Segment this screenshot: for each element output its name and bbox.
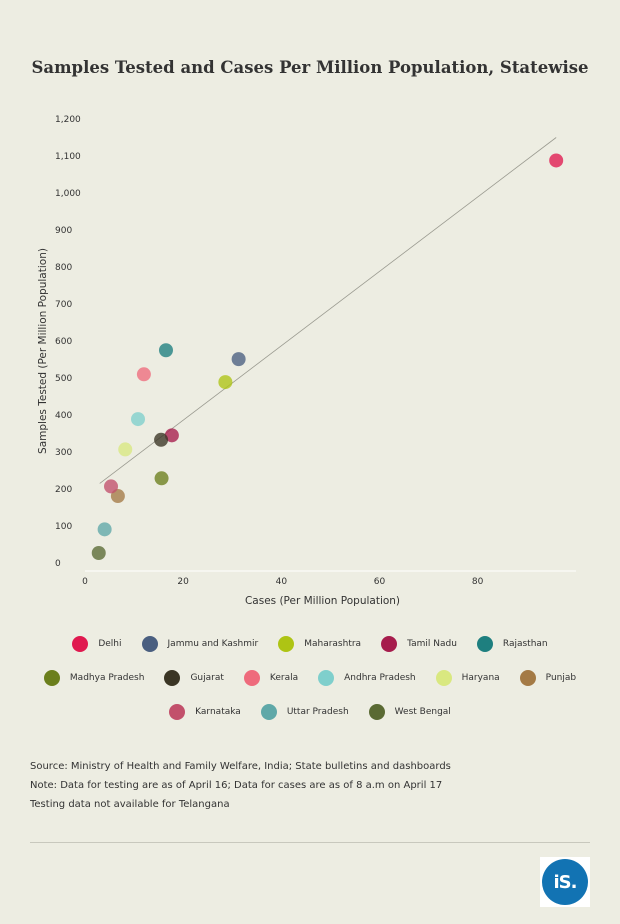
y-tick-label: 800 bbox=[55, 263, 72, 273]
data-point-madhya-pradesh[interactable] bbox=[154, 471, 169, 486]
data-point-jammu-and-kashmir[interactable] bbox=[231, 352, 246, 367]
legend-label: Kerala bbox=[269, 673, 299, 683]
legend-item-tamil-nadu[interactable]: Tamil Nadu bbox=[381, 634, 457, 654]
telangana-note: Testing data not available for Telangana bbox=[30, 799, 230, 810]
y-tick-label: 200 bbox=[55, 485, 72, 495]
logo-circle: iS. bbox=[542, 859, 588, 905]
legend-label: Madhya Pradesh bbox=[69, 673, 145, 683]
y-tick-label: 900 bbox=[55, 226, 72, 236]
x-tick-label: 20 bbox=[177, 577, 189, 587]
data-point-rajasthan[interactable] bbox=[158, 343, 173, 358]
y-tick-label: 100 bbox=[55, 522, 72, 532]
data-point-delhi[interactable] bbox=[549, 153, 564, 168]
legend-label: Haryana bbox=[461, 673, 500, 683]
legend-swatch bbox=[260, 704, 277, 720]
legend-label: Gujarat bbox=[190, 673, 224, 683]
legend-swatch bbox=[141, 636, 158, 652]
legend-item-maharashtra[interactable]: Maharashtra bbox=[278, 634, 361, 654]
legend-label: Uttar Pradesh bbox=[286, 707, 349, 717]
data-point-tamil-nadu[interactable] bbox=[164, 428, 179, 443]
legend-label: West Bengal bbox=[394, 707, 451, 717]
data-point-west-bengal[interactable] bbox=[91, 546, 106, 561]
source-note: Source: Ministry of Health and Family We… bbox=[30, 761, 451, 772]
legend-item-gujarat[interactable]: Gujarat bbox=[164, 668, 224, 688]
x-tick-label: 60 bbox=[374, 577, 386, 587]
legend-label: Karnataka bbox=[195, 707, 241, 717]
legend-swatch bbox=[318, 670, 335, 686]
legend-label: Rajasthan bbox=[502, 639, 548, 649]
scatter-chart: 01002003004005006007008009001,0001,1001,… bbox=[37, 115, 576, 607]
legend-swatch bbox=[243, 670, 260, 686]
legend-item-delhi[interactable]: Delhi bbox=[72, 634, 122, 654]
logo-text: iS. bbox=[553, 871, 578, 893]
data-point-andhra-pradesh[interactable] bbox=[131, 412, 146, 427]
divider bbox=[30, 842, 590, 843]
trendline bbox=[99, 137, 557, 484]
legend-item-punjab[interactable]: Punjab bbox=[519, 668, 577, 688]
data-point-haryana[interactable] bbox=[118, 442, 133, 457]
notes: Source: Ministry of Health and Family We… bbox=[30, 757, 451, 814]
y-tick-label: 1,200 bbox=[55, 115, 81, 125]
x-tick-label: 0 bbox=[82, 577, 88, 587]
legend-item-jammu-and-kashmir[interactable]: Jammu and Kashmir bbox=[141, 634, 259, 654]
x-tick-label: 80 bbox=[472, 577, 484, 587]
legend-swatch bbox=[278, 636, 295, 652]
y-tick-label: 0 bbox=[55, 559, 61, 569]
y-tick-label: 400 bbox=[55, 411, 72, 421]
legend-item-madhya-pradesh[interactable]: Madhya Pradesh bbox=[43, 668, 145, 688]
data-point-uttar-pradesh[interactable] bbox=[97, 522, 112, 537]
legend: Delhi Jammu and Kashmir Maharashtra Tamil N… bbox=[20, 634, 600, 722]
data-point-gujarat[interactable] bbox=[154, 432, 169, 447]
legend-item-andhra-pradesh[interactable]: Andhra Pradesh bbox=[318, 668, 416, 688]
legend-label: Jammu and Kashmir bbox=[167, 639, 259, 649]
x-tick-label: 40 bbox=[276, 577, 288, 587]
legend-swatch bbox=[164, 670, 181, 686]
legend-swatch bbox=[368, 704, 385, 720]
data-date-note: Note: Data for testing are as of April 1… bbox=[30, 780, 443, 791]
y-tick-label: 700 bbox=[55, 300, 72, 310]
y-tick-label: 300 bbox=[55, 448, 72, 458]
y-axis-label: Samples Tested (Per Million Population) bbox=[37, 248, 49, 454]
legend-item-karnataka[interactable]: Karnataka bbox=[169, 702, 241, 722]
legend-label: Delhi bbox=[98, 639, 122, 649]
legend-swatch bbox=[72, 636, 89, 652]
legend-item-haryana[interactable]: Haryana bbox=[435, 668, 500, 688]
y-tick-label: 1,100 bbox=[55, 152, 81, 162]
legend-label: Punjab bbox=[545, 673, 577, 683]
legend-label: Tamil Nadu bbox=[407, 639, 457, 649]
legend-item-uttar-pradesh[interactable]: Uttar Pradesh bbox=[260, 702, 349, 722]
legend-swatch bbox=[435, 670, 452, 686]
x-axis-label: Cases (Per Million Population) bbox=[245, 595, 400, 607]
legend-swatch bbox=[169, 704, 186, 720]
legend-item-kerala[interactable]: Kerala bbox=[243, 668, 299, 688]
legend-label: Maharashtra bbox=[304, 639, 362, 649]
y-tick-label: 1,000 bbox=[55, 189, 81, 199]
legend-item-west-bengal[interactable]: West Bengal bbox=[368, 702, 451, 722]
legend-label: Andhra Pradesh bbox=[344, 673, 416, 683]
chart-title: Samples Tested and Cases Per Million Pop… bbox=[31, 58, 589, 77]
data-point-karnataka[interactable] bbox=[104, 479, 119, 494]
legend-swatch bbox=[381, 636, 398, 652]
data-point-maharashtra[interactable] bbox=[218, 375, 233, 390]
legend-item-rajasthan[interactable]: Rajasthan bbox=[476, 634, 548, 654]
data-point-kerala[interactable] bbox=[136, 367, 151, 382]
indiaspend-logo: iS. bbox=[540, 857, 590, 907]
legend-swatch bbox=[476, 636, 493, 652]
y-tick-label: 500 bbox=[55, 374, 72, 384]
legend-swatch bbox=[43, 670, 60, 686]
y-tick-label: 600 bbox=[55, 337, 72, 347]
legend-swatch bbox=[519, 670, 536, 686]
